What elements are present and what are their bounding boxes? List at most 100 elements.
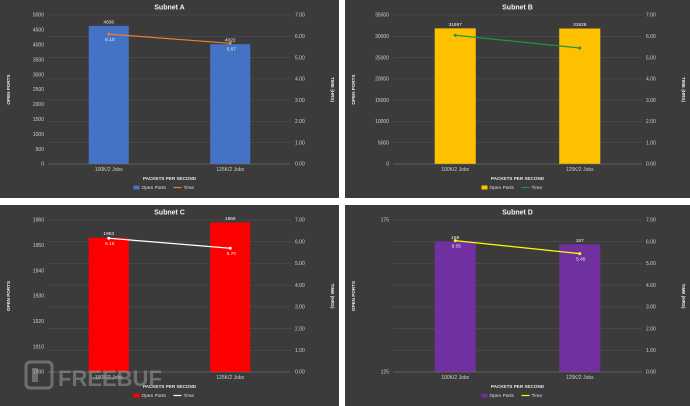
chart-title: Subnet A [154,5,184,12]
y-tick-label: 20000 [375,77,389,83]
y2-tick-label: 2.00 [646,119,656,125]
y2-axis-label: TIME (HRS) [330,77,335,102]
y2-tick-label: 1.00 [295,140,305,146]
y2-tick-label: 2.00 [295,326,305,332]
y-tick-label: 125 [381,370,390,376]
y-tick-label: 15000 [375,98,389,104]
bar [210,44,251,164]
y-tick-label: 1930 [33,294,44,300]
y2-tick-label: 3.00 [646,305,656,311]
y-tick-label: 1900 [33,370,44,376]
legend-swatch-open-ports [133,185,140,190]
chart-subnet-d: Subnet D 125 175 0.00 1.00 2.00 3.00 4.00 5.00 6.… [351,210,686,400]
legend-label-open-ports: Open Ports [142,185,167,191]
y-tick-label: 1500 [33,117,44,123]
watermark-text: FREEBUF [58,366,162,391]
legend-label-open-ports: Open Ports [490,185,515,191]
chart-subnet-b: Subnet B 0 5000 10000 15000 20000 25000 30000 35… [351,5,686,192]
x-tick-label: 100K/2 Jobs [95,375,123,381]
chart-subnet-a: Subnet A 0 500 1000 1500 2000 2500 3000 3500 4000… [6,5,335,192]
bar-value-label: 168 [451,235,459,241]
bar [434,241,476,372]
y2-tick-label: 5.00 [646,261,656,267]
y-tick-label: 2500 [33,87,44,93]
x-tick-label: 125K/2 Jobs [566,375,594,381]
bar-value-label: 1953 [103,231,114,237]
y2-axis-label: TIME (HRS) [681,77,686,102]
y-tick-label: 1950 [33,243,44,249]
time-point [228,41,232,45]
x-axis-label: PACKETS PER SECOND [491,176,545,181]
y-tick-label: 30000 [375,34,389,40]
chart-title: Subnet D [502,210,533,217]
time-point [228,246,232,250]
time-line [455,240,580,255]
legend-swatch-open-ports [481,185,488,190]
y2-tick-label: 0.00 [646,370,656,376]
time-line [455,34,580,49]
y-tick-label: 1000 [33,132,44,138]
y2-tick-label: 6.00 [646,239,656,245]
bar [88,25,129,165]
y-axis-label: OPEN PORTS [351,74,356,104]
y2-tick-label: 3.00 [295,98,305,104]
x-tick-label: 125K/2 Jobs [216,375,244,381]
y-tick-label: 5000 [33,13,44,19]
y2-tick-label: 2.00 [646,326,656,332]
time-line [108,237,231,249]
time-value-label: 5.70 [227,251,237,257]
y2-tick-label: 3.00 [295,305,305,311]
y2-tick-label: 4.00 [295,283,305,289]
time-point [453,33,457,37]
y2-tick-label: 7.00 [646,218,656,224]
y-tick-label: 25000 [375,55,389,61]
y2-tick-label: 1.00 [646,140,656,146]
y2-tick-label: 1.00 [295,348,305,354]
bar-value-label: 31828 [573,22,587,28]
legend-label-open-ports: Open Ports [142,393,167,399]
bar-value-label: 4022 [225,38,236,44]
legend-swatch-open-ports [481,393,488,398]
y2-tick-label: 0.00 [646,162,656,168]
chart-title: Subnet B [502,5,533,12]
bar-value-label: 4636 [103,19,114,25]
x-axis-label: PACKETS PER SECOND [143,176,197,181]
y-tick-label: 1940 [33,268,44,274]
x-tick-label: 125K/2 Jobs [216,167,244,173]
bar-value-label: 31867 [449,22,463,28]
time-point [107,236,111,240]
y-tick-label: 4000 [33,43,44,49]
y2-tick-label: 5.00 [295,261,305,267]
y2-tick-label: 5.00 [646,55,656,61]
y2-tick-label: 7.00 [646,13,656,19]
y-axis-label: OPEN PORTS [6,281,11,311]
legend-swatch-open-ports [133,393,140,398]
chart-panel-subnet-d: Subnet D 125 175 0.00 1.00 2.00 3.00 4.00 5.00 6.… [345,205,690,406]
time-value-label: 6.10 [105,37,115,43]
bar [559,244,601,372]
y2-tick-label: 6.00 [646,34,656,40]
y-tick-label: 35000 [375,13,389,19]
legend-label-time: Time [532,393,543,399]
bar [210,222,251,372]
chart-panel-subnet-a: Subnet A 0 500 1000 1500 2000 2500 3000 3500 4000… [0,0,339,198]
y2-tick-label: 6.00 [295,239,305,245]
chart-title: Subnet C [154,210,185,217]
x-tick-label: 100K/2 Jobs [441,375,469,381]
y2-axis-label: TIME (HRS) [681,283,686,308]
y2-tick-label: 0.00 [295,162,305,168]
time-point [453,239,457,243]
y2-tick-label: 7.00 [295,13,305,19]
y-tick-label: 3500 [33,57,44,63]
x-axis-label: PACKETS PER SECOND [143,384,197,389]
x-tick-label: 125K/2 Jobs [566,167,594,173]
y2-tick-label: 5.00 [295,55,305,61]
time-value-label: 6.16 [105,241,115,247]
y-tick-label: 2000 [33,102,44,108]
y2-tick-label: 4.00 [646,77,656,83]
y-tick-label: 4500 [33,28,44,34]
x-tick-label: 100K/2 Jobs [441,167,469,173]
chart-panel-subnet-c: Subnet C 1900 1910 1920 1930 1940 1950 1960 0.00… [0,205,339,406]
y-tick-label: 5000 [378,140,389,146]
bar-value-label: 1959 [225,216,236,222]
